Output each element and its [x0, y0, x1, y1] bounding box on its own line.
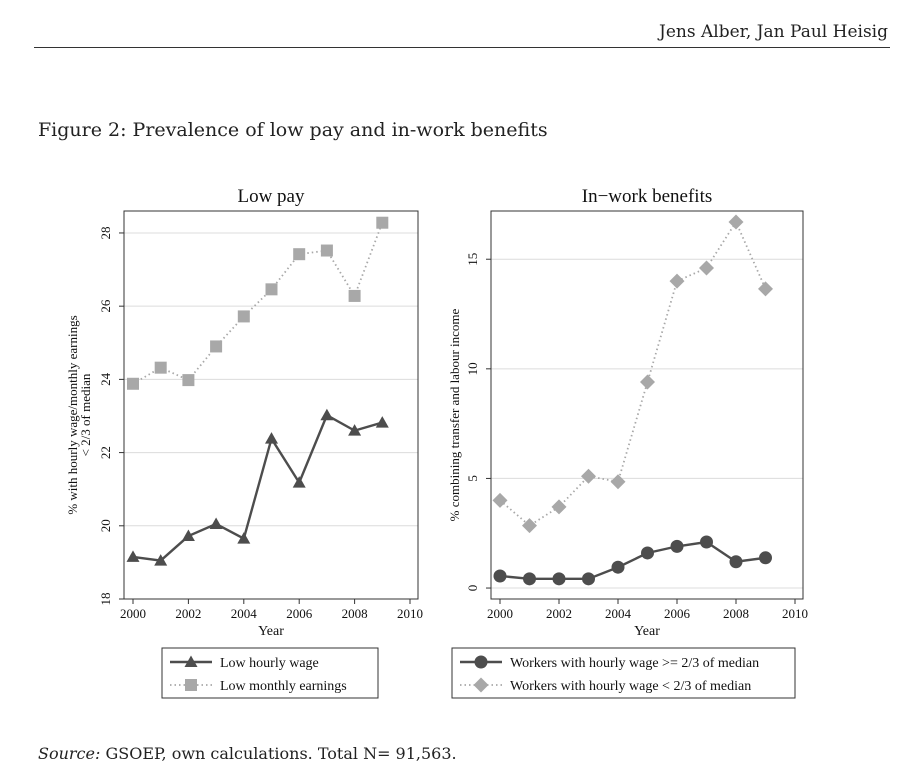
chart2-y-tick-label: 0: [465, 585, 480, 592]
chart1-series-1-point: [181, 529, 195, 542]
chart2-series-2-point: [728, 214, 744, 230]
chart1-x-tick-label: 2000: [120, 606, 146, 621]
chart1-y-tick-label: 18: [98, 593, 113, 606]
chart1-series-1-point: [320, 408, 334, 421]
chart2-y-tick-label: 15: [465, 253, 480, 266]
chart1-series-2-point: [293, 248, 306, 261]
chart2-series-1-point: [611, 560, 625, 574]
chart2-series-1-point: [759, 551, 772, 565]
chart2-series-1-point: [670, 539, 684, 553]
chart2-series-1-point: [582, 572, 595, 586]
chart2-x-tick-label: 2008: [723, 606, 749, 621]
chart2-series-2-point: [758, 281, 773, 297]
chart1-series-1-point: [209, 517, 223, 529]
chart1-y-axis-label: % with hourly wage/monthly earnings: [65, 315, 80, 514]
source-text: GSOEP, own calculations. Total N= 91,563…: [105, 744, 457, 763]
chart1-y-axis-label: < 2/3 of median: [78, 373, 93, 456]
chart1-series-2-point: [265, 283, 278, 296]
chart1-x-tick-label: 2002: [175, 606, 201, 621]
chart1-series-1-point: [126, 550, 140, 562]
chart1-series-1-point: [292, 476, 306, 488]
chart2-series-1-line: [499, 540, 766, 581]
chart1-series-2-point: [348, 289, 361, 302]
chart2-series-2-point: [551, 499, 567, 515]
chart1-series-2-line: [132, 222, 384, 385]
chart1-x-tick-label: 2010: [397, 606, 423, 621]
chart1-series-2-point: [320, 244, 333, 257]
chart2-legend-label-1: Workers with hourly wage >= 2/3 of media…: [510, 656, 759, 671]
source-label: Source:: [38, 744, 101, 763]
chart2-y-axis-label: % combining transfer and labour income: [447, 308, 462, 521]
chart2-x-tick-label: 2006: [664, 606, 691, 621]
chart2-legend-box: [451, 647, 796, 699]
source-note: Source: GSOEP, own calculations. Total N…: [38, 744, 457, 763]
chart2-series-2-point: [492, 492, 508, 508]
chart2-series-2-point: [669, 273, 685, 289]
figure-title: Figure 2: Prevalence of low pay and in-w…: [38, 119, 548, 141]
chart1-y-tick-label: 24: [98, 372, 113, 386]
chart1-series-2-point: [182, 374, 195, 387]
chart1-y-tick-label: 28: [98, 226, 113, 239]
figure-charts: Low pay 18 20 22 24 26 28 2000 2002 2004 2006 2008 2…: [65, 186, 808, 699]
header-author: Jens Alber, Jan Paul Heisig: [659, 22, 888, 42]
chart2-y-tick-label: 10: [465, 362, 480, 375]
chart1-x-tick-label: 2008: [342, 606, 368, 621]
chart1-y-tick-label: 26: [98, 299, 113, 313]
chart2-series-2-line: [499, 220, 767, 527]
chart2-legend-label-2: Workers with hourly wage < 2/3 of median: [510, 679, 751, 694]
chart2-series-1-point: [729, 555, 743, 569]
chart1-series-2-point: [127, 377, 139, 390]
chart1-series-1-point: [348, 424, 362, 436]
chart1-title: Low pay: [237, 186, 305, 207]
chart1-x-tick-label: 2004: [231, 606, 258, 621]
chart1-series-1-point: [265, 432, 278, 444]
chart2-series-2-point: [640, 374, 655, 390]
chart1-legend-label-2: Low monthly earnings: [220, 679, 347, 694]
chart1-series-1-line: [132, 413, 383, 562]
chart2-series-1-point: [523, 572, 536, 586]
chart1-legend-label-1: Low hourly wage: [220, 656, 319, 671]
chart2-series-1-point: [552, 572, 566, 586]
chart1-legend-marker-2: [185, 679, 197, 691]
chart2-plot-frame: [490, 210, 804, 600]
chart2-series-1-point: [700, 535, 713, 549]
chart2-series-2-point: [610, 474, 626, 490]
chart1-series-2-point: [376, 216, 389, 229]
chart2-x-tick-label: 2000: [487, 606, 513, 621]
chart2-y-tick-label: 5: [465, 475, 480, 482]
chart1-plot-frame: [123, 210, 419, 600]
chart2-series-1-point: [641, 546, 654, 560]
chart1-legend-marker-1: [184, 655, 198, 667]
chart1-x-axis-label: Year: [258, 624, 284, 639]
chart2-x-tick-label: 2004: [605, 606, 632, 621]
chart1-series-1-point: [375, 416, 389, 428]
chart1-y-tick-label: 20: [98, 519, 113, 532]
chart1-series-1-point: [237, 532, 251, 544]
chart2-series-2-point: [699, 260, 714, 276]
chart1-x-tick-label: 2006: [286, 606, 313, 621]
chart1-series-1-point: [154, 554, 168, 566]
chart2-series-2-point: [522, 518, 537, 534]
header-rule: [34, 47, 890, 48]
chart1-y-tick-label: 22: [98, 446, 113, 459]
chart2-series-1-point: [493, 569, 507, 583]
chart2-legend-marker-1: [474, 655, 488, 669]
chart1-series-2-point: [154, 361, 167, 374]
chart1-series-2-point: [210, 340, 223, 353]
chart1-legend-box: [161, 647, 379, 699]
chart2-legend-marker-2: [473, 677, 489, 693]
chart2-title: In−work benefits: [582, 186, 713, 207]
chart2-x-tick-label: 2010: [782, 606, 808, 621]
chart2-x-axis-label: Year: [634, 624, 660, 639]
chart2-series-2-point: [581, 468, 596, 484]
chart1-series-2-point: [237, 310, 250, 323]
chart2-x-tick-label: 2002: [546, 606, 572, 621]
